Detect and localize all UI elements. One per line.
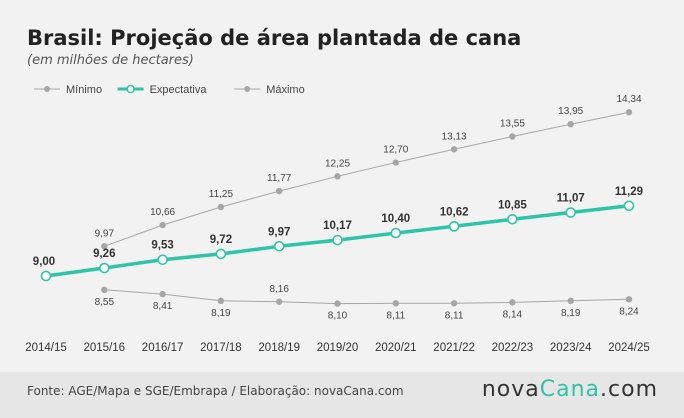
legend-marker-expectativa xyxy=(126,84,135,94)
data-label-expectativa: 10,40 xyxy=(381,213,410,225)
x-tick-label: 2024/25 xyxy=(608,342,650,354)
data-label-expectativa: 11,29 xyxy=(615,186,643,198)
data-label-minimo: 8,19 xyxy=(561,308,581,319)
x-tick-label: 2017/18 xyxy=(200,342,242,354)
point-minimo xyxy=(567,297,574,305)
data-label-expectativa: 10,62 xyxy=(440,206,469,218)
point-minimo xyxy=(334,300,341,307)
data-label-expectativa: 9,26 xyxy=(93,248,115,260)
data-label-maximo: 10,66 xyxy=(150,207,175,218)
logo-text-cana: Cana xyxy=(539,377,601,402)
chart-subtitle: (em milhões de hectares) xyxy=(27,53,194,68)
logo-text-com: .com xyxy=(600,377,658,402)
data-label-maximo: 13,95 xyxy=(558,106,583,117)
legend-label-maximo: Máximo xyxy=(266,84,305,96)
data-label-minimo: 8,14 xyxy=(503,309,523,320)
point-expectativa xyxy=(157,254,168,266)
point-minimo xyxy=(276,298,283,305)
point-minimo xyxy=(217,297,225,305)
point-expectativa xyxy=(332,234,343,246)
data-label-expectativa: 9,53 xyxy=(151,240,173,252)
x-tick-label: 2021/22 xyxy=(433,342,475,354)
chart-plot: Mínimo Expectativa Máximo 2014/15 2015/16 201… xyxy=(25,84,650,354)
data-label-maximo: 14,34 xyxy=(616,94,641,105)
data-label-minimo: 8,24 xyxy=(619,306,639,317)
point-expectativa xyxy=(390,227,402,239)
legend-label-expectativa: Expectativa xyxy=(150,84,208,96)
data-label-minimo: 8,11 xyxy=(445,310,464,321)
x-tick-label: 2022/23 xyxy=(492,342,534,354)
point-maximo xyxy=(509,133,516,140)
point-minimo xyxy=(392,300,399,307)
series-line-maximo xyxy=(104,111,630,247)
data-label-minimo: 8,11 xyxy=(386,310,405,321)
footer-bar xyxy=(0,372,684,418)
data-label-maximo: 11,25 xyxy=(209,189,234,200)
data-label-maximo: 12,25 xyxy=(325,158,350,169)
point-expectativa xyxy=(565,207,577,218)
x-tick-label: 2015/16 xyxy=(84,342,126,354)
data-label-maximo: 13,55 xyxy=(500,118,525,129)
legend-marker-minimo xyxy=(44,86,50,92)
point-minimo xyxy=(509,299,516,306)
x-tick-label: 2014/15 xyxy=(25,342,67,354)
data-label-maximo: 9,97 xyxy=(95,228,115,239)
point-expectativa xyxy=(507,213,518,225)
data-label-expectativa: 9,72 xyxy=(210,234,232,246)
data-label-minimo: 8,10 xyxy=(328,311,348,322)
point-expectativa xyxy=(273,240,285,252)
x-tick-label: 2019/20 xyxy=(317,342,359,354)
source-text: Fonte: AGE/Mapa e SGE/Embrapa / Elaboraç… xyxy=(27,384,404,398)
point-minimo xyxy=(450,300,458,307)
point-maximo xyxy=(101,243,108,250)
data-label-minimo: 8,19 xyxy=(211,308,231,319)
point-expectativa xyxy=(40,270,52,282)
point-minimo xyxy=(101,286,108,293)
point-expectativa xyxy=(215,248,227,260)
point-maximo xyxy=(450,146,458,153)
series-line-minimo xyxy=(104,289,630,305)
point-expectativa xyxy=(99,262,110,274)
x-tick-label: 2016/17 xyxy=(142,342,184,354)
point-maximo xyxy=(567,121,574,128)
page-title: Brasil: Projeção de área plantada de can… xyxy=(27,26,522,50)
logo-text-nova: nova xyxy=(481,377,540,402)
data-label-maximo: 11,77 xyxy=(267,173,292,184)
point-expectativa xyxy=(623,200,635,212)
point-maximo xyxy=(159,221,166,229)
data-label-expectativa: 9,97 xyxy=(268,226,290,238)
point-maximo xyxy=(392,159,399,166)
point-minimo xyxy=(159,290,166,298)
data-label-maximo: 12,70 xyxy=(383,145,408,156)
data-label-expectativa: 9,00 xyxy=(33,256,55,268)
point-minimo xyxy=(625,296,633,303)
data-label-expectativa: 11,07 xyxy=(557,193,585,205)
data-label-minimo: 8,16 xyxy=(269,284,289,295)
legend-label-minimo: Mínimo xyxy=(66,84,102,96)
legend-marker-maximo xyxy=(244,86,251,92)
data-label-maximo: 13,13 xyxy=(442,131,467,142)
data-label-expectativa: 10,17 xyxy=(323,220,352,232)
x-tick-label: 2023/24 xyxy=(550,342,592,354)
point-expectativa xyxy=(448,221,460,232)
point-maximo xyxy=(276,187,283,195)
data-label-expectativa: 10,85 xyxy=(498,199,527,211)
point-maximo xyxy=(217,203,225,211)
point-maximo xyxy=(625,109,633,116)
x-tick-label: 2020/21 xyxy=(375,342,417,354)
x-tick-label: 2018/19 xyxy=(258,342,300,354)
data-label-minimo: 8,41 xyxy=(153,301,173,312)
data-label-minimo: 8,55 xyxy=(95,297,115,308)
brand-logo: novaCana.com xyxy=(482,377,658,402)
point-maximo xyxy=(334,173,341,180)
